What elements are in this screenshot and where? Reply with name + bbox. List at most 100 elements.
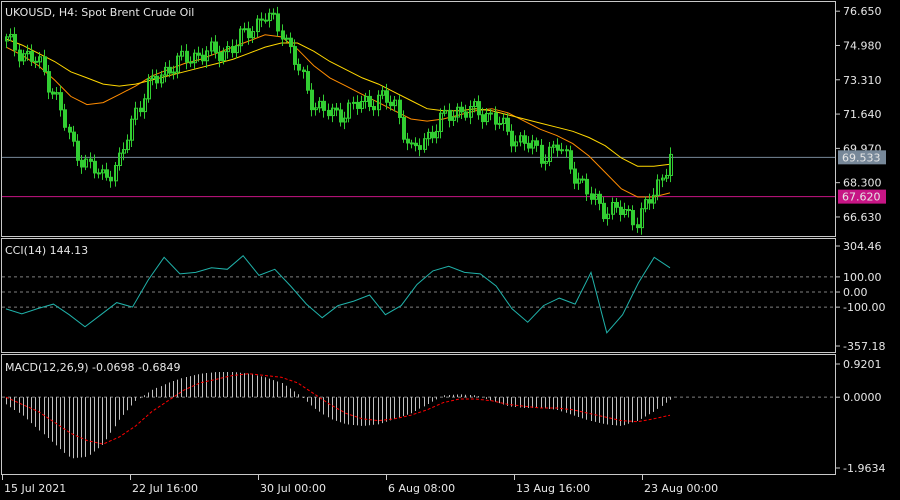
candle-body (389, 101, 393, 107)
axis-labels: 76.65074.98073.31071.64069.97068.30066.6… (2, 5, 886, 495)
candle-body (661, 177, 665, 181)
time-axis-label: 23 Aug 00:00 (644, 482, 718, 495)
level-price-tag: 67.620 (842, 191, 881, 204)
candle-body (581, 178, 585, 181)
candle-body (552, 144, 556, 148)
cci-axis-label: -357.18 (843, 340, 885, 353)
candle-body (122, 149, 126, 154)
cci-title: CCI(14) 144.13 (5, 244, 88, 257)
candle-body (147, 78, 151, 100)
time-axis-label: 13 Aug 16:00 (516, 482, 590, 495)
price-axis-label: 71.640 (843, 108, 882, 121)
candle-body (109, 176, 113, 182)
candle-body (289, 37, 293, 48)
candle-body (619, 206, 623, 215)
candle-body (585, 178, 589, 195)
main-chart-plot (2, 6, 835, 235)
candle-body (377, 94, 381, 111)
candle-body (393, 99, 397, 107)
candle-body (310, 89, 314, 111)
candle-body (76, 140, 80, 161)
candle-body (130, 118, 134, 141)
price-axis-label: 76.650 (843, 5, 882, 18)
candle-body (143, 98, 147, 113)
candle-body (38, 56, 42, 63)
candle-body (498, 123, 502, 126)
candle-body (439, 112, 443, 132)
macd-signal-line (5, 373, 671, 445)
candle-body (193, 52, 197, 64)
candle-body (489, 112, 493, 115)
cci-axis-label: -100.00 (843, 301, 885, 314)
candle-body (105, 169, 109, 178)
candle-body (514, 141, 518, 147)
candle-body (565, 149, 569, 152)
candle-body (43, 56, 47, 73)
cci-line (5, 254, 671, 334)
cci-indicator-panel[interactable] (1, 238, 836, 353)
candle-body (456, 106, 460, 118)
candle-body (260, 18, 264, 21)
candle-body (418, 145, 422, 150)
macd-indicator-panel[interactable] (1, 354, 836, 475)
candle-body (656, 179, 660, 196)
candle-body (327, 109, 331, 117)
candle-body (256, 18, 260, 33)
candle-body (573, 168, 577, 184)
candle-body (523, 135, 527, 144)
moving-average-1 (5, 34, 671, 198)
candle-body (627, 209, 631, 212)
cci-axis-label: 304.46 (843, 240, 882, 253)
candle-body (268, 12, 272, 22)
candle-body (302, 69, 306, 73)
candle-body (306, 71, 310, 91)
candle-body (448, 109, 452, 121)
candle-body (281, 30, 285, 40)
candle-body (606, 213, 610, 220)
candle-body (218, 51, 222, 62)
candle-body (598, 193, 602, 204)
candle-body (247, 28, 251, 39)
candle-body (89, 158, 93, 162)
candle-body (72, 131, 76, 142)
macd-plot (2, 371, 835, 459)
candle-body (527, 142, 531, 149)
candle-body (276, 13, 280, 32)
candle-body (126, 139, 130, 151)
candle-body (473, 101, 477, 108)
candle-body (431, 131, 435, 139)
candle-body (631, 210, 635, 226)
candle-body (406, 138, 410, 144)
candle-body (410, 142, 414, 145)
macd-axis-label: 0.0000 (843, 391, 882, 404)
candle-body (9, 33, 13, 38)
candle-body (155, 75, 159, 84)
candle-body (427, 131, 431, 140)
time-axis-label: 30 Jul 00:00 (260, 482, 326, 495)
candle-body (101, 169, 105, 174)
candle-body (648, 199, 652, 204)
time-axis-label: 15 Jul 2021 (4, 482, 66, 495)
candle-body (84, 158, 88, 168)
candle-body (519, 135, 523, 143)
candle-body (151, 75, 155, 80)
candle-body (360, 100, 364, 109)
macd-axis-label: -1.9634 (843, 462, 885, 475)
candle-body (460, 106, 464, 113)
candle-body (231, 46, 235, 54)
candle-body (331, 107, 335, 117)
candle-body (34, 60, 38, 63)
candle-body (243, 28, 247, 31)
candle-body (477, 101, 481, 116)
candle-body (264, 19, 268, 22)
candle-body (201, 54, 205, 62)
main-chart-panel[interactable] (1, 1, 836, 237)
candle-body (540, 144, 544, 164)
candle-body (423, 138, 427, 150)
cci-axis-label: 0.00 (843, 286, 868, 299)
candle-body (51, 91, 55, 95)
candle-body (548, 146, 552, 162)
cci-axis-label: 100.00 (843, 271, 882, 284)
candle-body (30, 50, 34, 62)
